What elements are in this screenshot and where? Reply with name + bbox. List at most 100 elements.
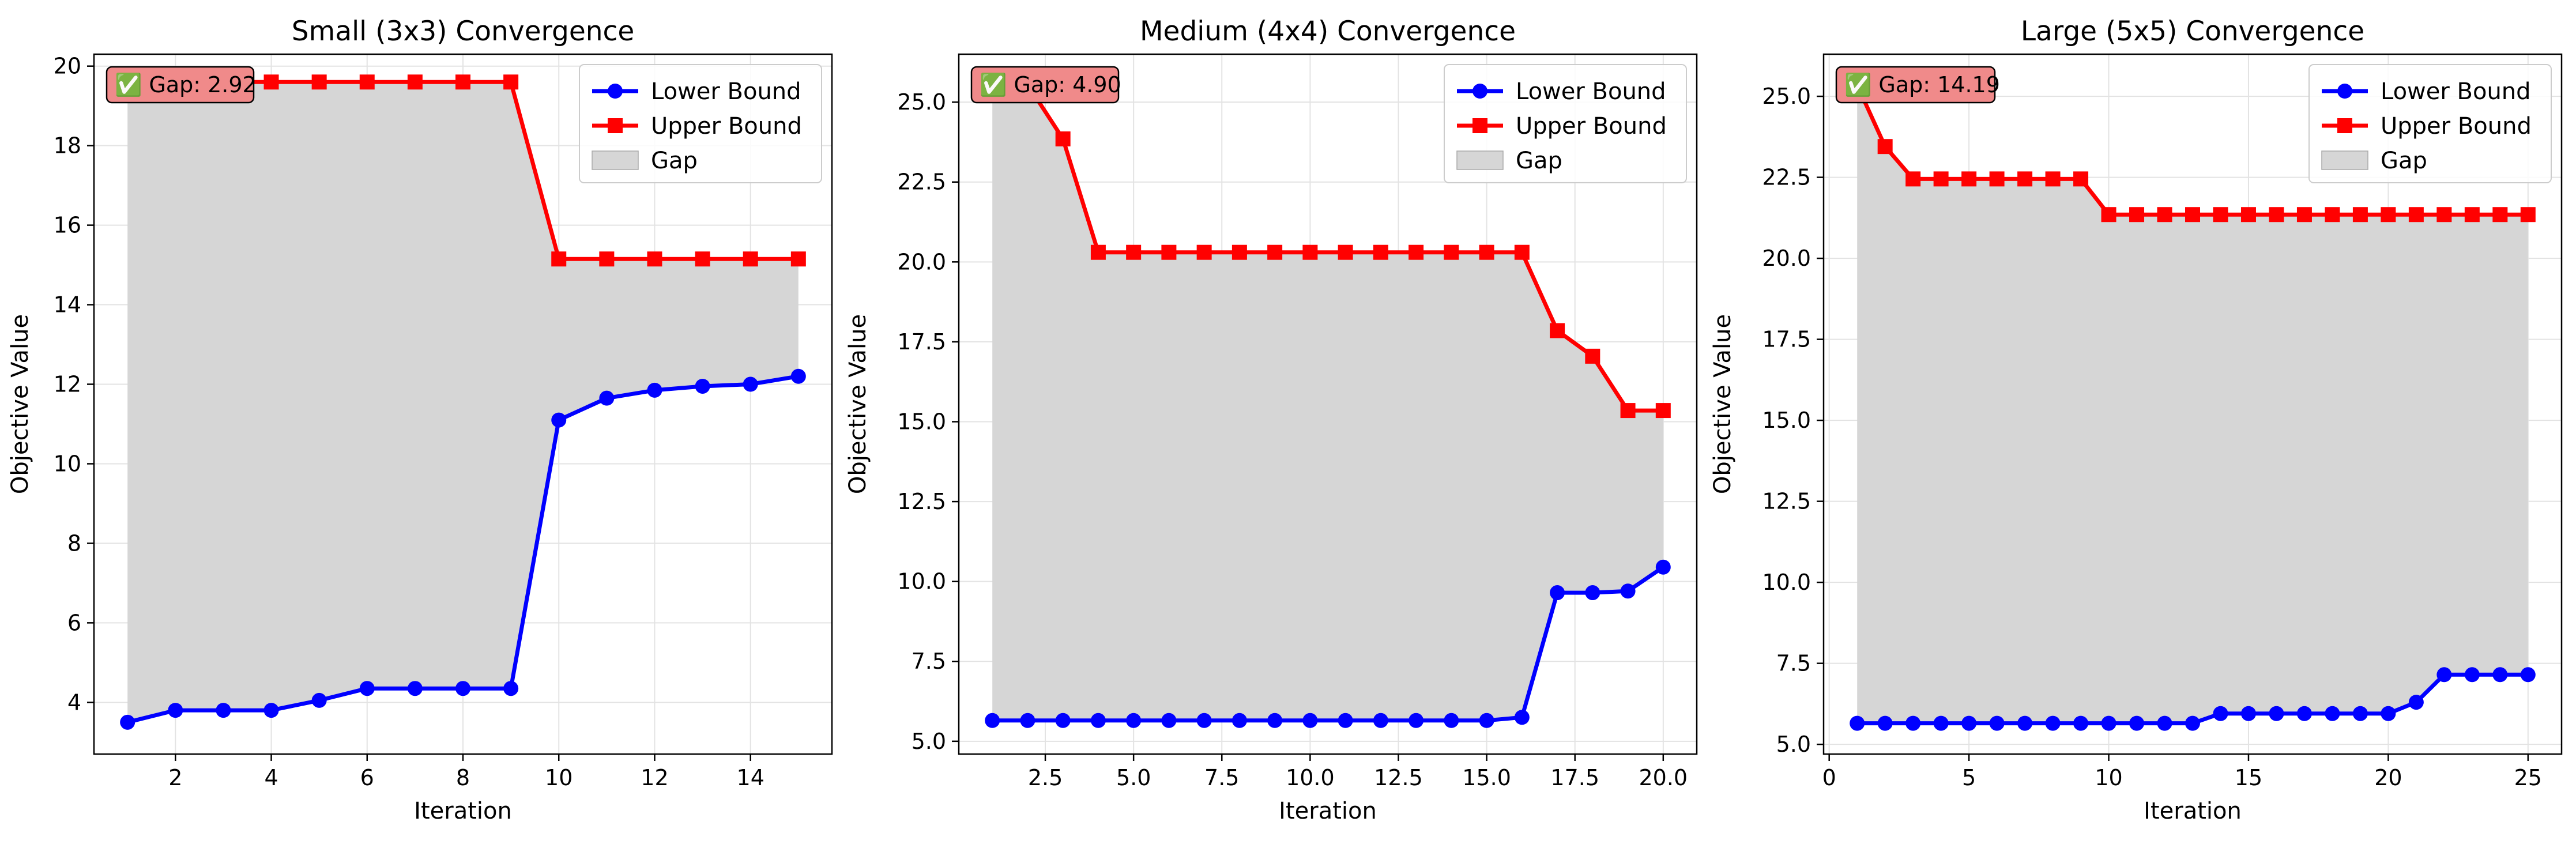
x-tick-label: 5 [1962,765,1976,790]
x-tick-label: 15 [2235,765,2262,790]
x-tick-label: 10 [2095,765,2122,790]
upper-bound-point [2157,207,2172,223]
legend-box [579,64,822,183]
lower-bound-point [1933,715,1949,731]
plot-area [120,74,806,730]
lower-bound-point [2464,667,2480,683]
y-axis-label: Objective Value [845,314,871,494]
lower-bound-point [2436,667,2452,683]
x-tick-label: 4 [264,765,278,790]
upper-bound-point [1989,171,2005,187]
x-tick-label: 14 [737,765,764,790]
upper-bound-point [2129,207,2145,223]
upper-bound-point [1479,244,1494,260]
legend-marker-upper [2337,118,2352,133]
lower-bound-point [263,703,279,718]
upper-bound-point [2381,207,2396,223]
upper-bound-point [503,74,519,90]
lower-bound-point [2017,715,2033,731]
upper-bound-point [2213,207,2228,223]
lower-bound-point [1961,715,1977,731]
x-axis-label: Iteration [414,798,512,824]
upper-bound-point [1267,244,1283,260]
chart-panel-3: 0 5 10 15 20 25 5.0 7.5 10.0 12.5 15.0 17.5 20.0 22.5… [1709,16,2563,824]
lower-bound-point [311,692,327,708]
upper-bound-point [1302,244,1318,260]
y-tick-label: 12.5 [897,489,946,514]
lower-bound-point [2045,715,2061,731]
upper-bound-point [407,74,423,90]
lower-bound-point [551,412,567,428]
legend-label: Gap [651,148,698,174]
legend-swatch-gap [2321,150,2368,170]
x-tick-label: 2.5 [1028,765,1063,790]
upper-bound-point [2408,207,2424,223]
chart-title: Small (3x3) Convergence [292,16,635,47]
y-tick-label: 8 [67,530,81,556]
lower-bound-point [1408,713,1424,728]
y-tick-label: 5.0 [1776,732,1811,757]
lower-bound-point [2408,695,2424,710]
lower-bound-point [1126,713,1142,728]
upper-bound-point [551,251,567,267]
y-tick-label: 22.5 [1762,165,1811,190]
gap-area [127,82,799,722]
y-tick-label: 25.0 [1762,84,1811,109]
lower-bound-point [790,368,806,384]
gap-annotation: ✅ Gap: 4.90 [970,66,1121,104]
upper-bound-point [1620,403,1636,419]
y-tick-label: 7.5 [912,649,946,674]
gap-annotation-text: ✅ Gap: 2.92 [115,72,257,97]
upper-bound-point [2185,207,2200,223]
upper-bound-point [1877,139,1893,155]
upper-bound-point [2352,207,2368,223]
lower-bound-point [120,714,135,730]
x-tick-label: 8 [456,765,470,790]
gap-annotation-box [106,66,255,104]
legend: Lower Bound Upper Bound Gap [2308,64,2552,183]
y-tick-label: 25.0 [897,89,946,115]
legend-label: Lower Bound [2381,78,2531,105]
y-axis-label: Objective Value [1709,314,1736,494]
x-tick-label: 10.0 [1286,765,1335,790]
y-tick-label: 6 [67,610,81,635]
lower-bound-point [2269,706,2284,721]
legend: Lower Bound Upper Bound Gap [1444,64,1687,183]
lower-bound-point [2240,706,2256,721]
lower-bound-point [1905,715,1921,731]
upper-bound-point [1961,171,1977,187]
x-tick-label: 6 [360,765,374,790]
upper-bound-point [2101,207,2116,223]
lower-bound-point [985,713,1000,728]
lower-bound-point [599,390,615,406]
gap-area [1857,85,2528,724]
upper-bound-point [2492,207,2508,223]
y-tick-label: 22.5 [897,169,946,195]
y-tick-label: 15.0 [897,409,946,434]
legend-marker-lower [608,84,623,99]
chart-panel-1: 2 4 6 8 10 12 14 4 6 8 10 12 14 16 18 20 Small (3x3) Con… [7,16,833,824]
legend-label: Gap [1516,148,1562,174]
legend: Lower Bound Upper Bound Gap [579,64,822,183]
legend-label: Upper Bound [2381,113,2532,140]
upper-bound-point [695,251,710,267]
upper-bound-point [311,74,327,90]
legend-label: Upper Bound [1516,113,1667,140]
lower-bound-point [2381,706,2396,721]
legend-box [1444,64,1687,183]
upper-bound-point [1933,171,1949,187]
y-tick-label: 10.0 [1762,570,1811,595]
lower-bound-point [1196,713,1212,728]
upper-bound-point [1550,323,1565,338]
axes-frame [1822,53,2563,755]
legend-label: Gap [2381,148,2427,174]
legend-label: Lower Bound [651,78,801,105]
y-tick-label: 12.5 [1762,489,1811,514]
x-tick-label: 12.5 [1374,765,1423,790]
upper-bound-point [2240,207,2256,223]
upper-bound-point [1585,348,1600,364]
x-tick-label: 15.0 [1462,765,1511,790]
upper-bound-point [743,251,758,267]
legend-label: Upper Bound [651,113,802,140]
